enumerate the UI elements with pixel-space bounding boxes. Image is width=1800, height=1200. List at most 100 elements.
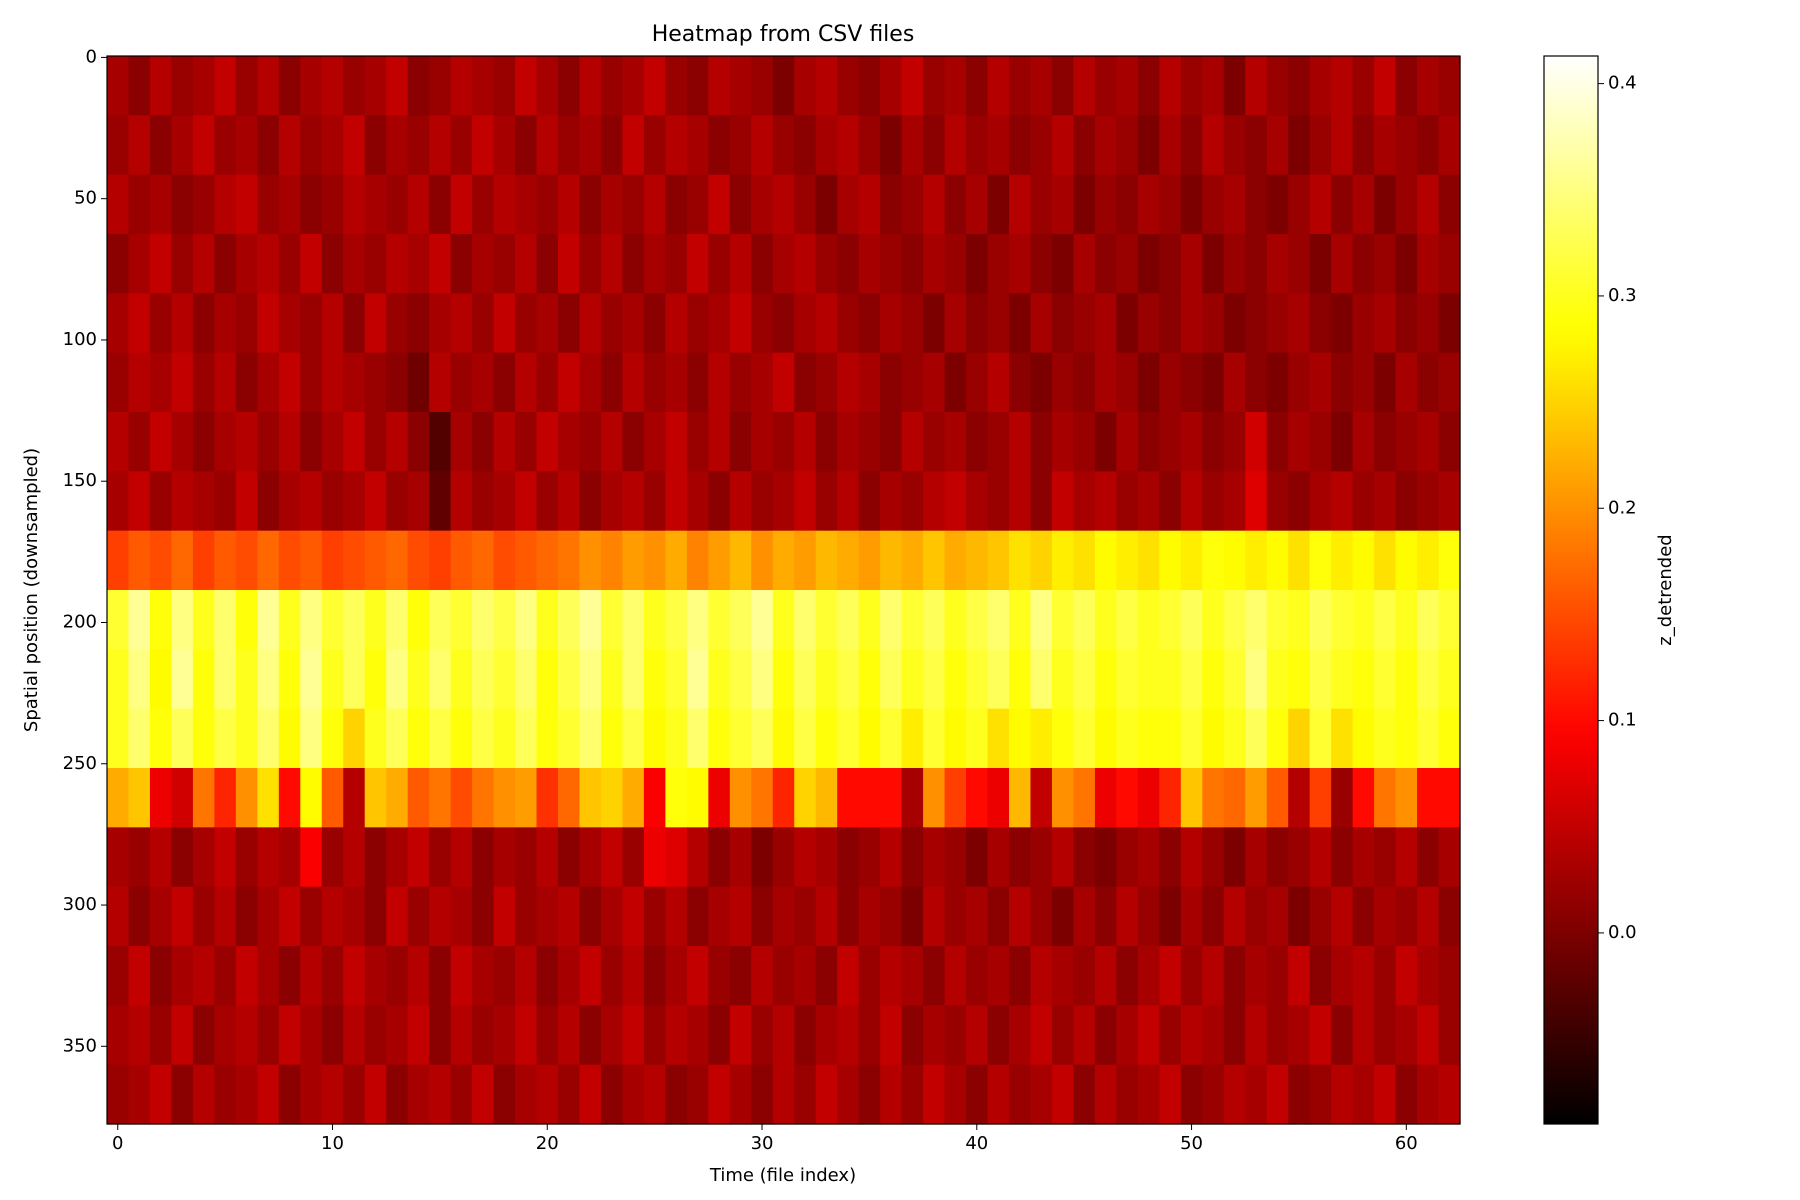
heatmap-cell xyxy=(751,471,774,532)
heatmap-cell xyxy=(966,649,989,710)
heatmap-cell xyxy=(558,352,581,413)
heatmap-cell xyxy=(880,234,903,294)
heatmap-cell xyxy=(880,827,903,888)
heatmap-cell xyxy=(214,827,237,888)
heatmap-cell xyxy=(966,412,989,472)
heatmap-cell xyxy=(450,471,473,532)
heatmap-cell xyxy=(128,708,151,769)
heatmap-cell xyxy=(1309,768,1332,828)
heatmap-cell xyxy=(1180,174,1203,235)
heatmap-cell xyxy=(794,412,817,472)
heatmap-cell xyxy=(407,234,430,294)
heatmap-cell xyxy=(815,1064,838,1125)
heatmap-cell xyxy=(772,946,795,1006)
heatmap-cell xyxy=(1137,56,1160,116)
heatmap-cell xyxy=(794,471,817,532)
heatmap-cell xyxy=(1245,471,1268,532)
heatmap-cell xyxy=(450,293,473,354)
heatmap-cell xyxy=(1288,1064,1311,1125)
heatmap-cell xyxy=(149,1064,173,1125)
heatmap-cell xyxy=(1073,1005,1096,1066)
heatmap-cell xyxy=(1051,649,1075,710)
heatmap-cell xyxy=(643,590,666,650)
heatmap-cell xyxy=(1180,768,1203,828)
heatmap-cell xyxy=(192,471,215,532)
heatmap-cell xyxy=(493,827,516,888)
heatmap-cell xyxy=(343,352,366,413)
heatmap-cell xyxy=(321,1005,344,1066)
x-tick-label: 60 xyxy=(1395,1133,1418,1154)
heatmap-cell xyxy=(1331,768,1354,828)
heatmap-cell xyxy=(1030,115,1053,176)
heatmap-cell xyxy=(1116,768,1139,828)
heatmap-cell xyxy=(1009,56,1032,116)
heatmap-cell xyxy=(1223,471,1246,532)
heatmap-cell xyxy=(1309,471,1332,532)
heatmap-cell xyxy=(600,1064,624,1125)
heatmap-cell xyxy=(192,827,215,888)
heatmap-cell xyxy=(1073,827,1096,888)
heatmap-cell xyxy=(1159,768,1182,828)
heatmap-cell xyxy=(1266,708,1289,769)
heatmap-cell xyxy=(214,886,237,947)
heatmap-cell xyxy=(386,293,409,354)
heatmap-cell xyxy=(1245,115,1268,176)
heatmap-cell xyxy=(192,56,215,116)
heatmap-cell xyxy=(815,649,838,710)
heatmap-cell xyxy=(278,352,301,413)
heatmap-cell xyxy=(772,352,795,413)
heatmap-cell xyxy=(901,1064,924,1125)
heatmap-cell xyxy=(429,530,452,591)
heatmap-cell xyxy=(107,1005,130,1066)
heatmap-cell xyxy=(493,412,516,472)
heatmap-cell xyxy=(1202,1064,1225,1125)
heatmap-cell xyxy=(1030,1064,1053,1125)
heatmap-cell xyxy=(407,293,430,354)
heatmap-cell xyxy=(300,293,323,354)
heatmap-cell xyxy=(472,174,495,235)
heatmap-cell xyxy=(579,886,602,947)
heatmap-cell xyxy=(536,115,559,176)
heatmap-cell xyxy=(1159,530,1182,591)
heatmap-cell xyxy=(643,56,666,116)
heatmap-cell xyxy=(429,412,452,472)
heatmap-cell xyxy=(171,56,194,116)
heatmap-cell xyxy=(1438,768,1461,828)
heatmap-cell xyxy=(536,886,559,947)
heatmap-cell xyxy=(343,471,366,532)
heatmap-cell xyxy=(1438,530,1461,591)
heatmap-cell xyxy=(257,412,280,472)
heatmap-cell xyxy=(1266,1005,1289,1066)
heatmap-cell xyxy=(472,768,495,828)
heatmap-cell xyxy=(1245,234,1268,294)
heatmap-cell xyxy=(1438,56,1461,116)
heatmap-cell xyxy=(815,1005,838,1066)
heatmap-cell xyxy=(1094,590,1117,650)
heatmap-cell xyxy=(1374,471,1397,532)
heatmap-cell xyxy=(966,352,989,413)
heatmap-cell xyxy=(450,590,473,650)
heatmap-cell xyxy=(1417,827,1440,888)
colorbar-tick-label: 0.1 xyxy=(1608,710,1637,731)
heatmap-cell xyxy=(880,708,903,769)
heatmap-cell xyxy=(1159,234,1182,294)
heatmap-cell xyxy=(386,708,409,769)
plot-frame xyxy=(106,55,1461,1125)
heatmap-cell xyxy=(643,1005,666,1066)
heatmap-cell xyxy=(278,708,301,769)
heatmap-cell xyxy=(622,174,645,235)
heatmap-cell xyxy=(600,115,624,176)
heatmap-cell xyxy=(1288,174,1311,235)
heatmap-cell xyxy=(1417,708,1440,769)
heatmap-cell xyxy=(171,293,194,354)
heatmap-cell xyxy=(772,115,795,176)
heatmap-cell xyxy=(300,1064,323,1125)
heatmap-cell xyxy=(815,471,838,532)
heatmap-cell xyxy=(1180,234,1203,294)
heatmap-cell xyxy=(1051,1005,1075,1066)
heatmap-cell xyxy=(665,234,688,294)
heatmap-cell xyxy=(343,174,366,235)
heatmap-cell xyxy=(837,352,860,413)
heatmap-cell xyxy=(149,590,173,650)
heatmap-cell xyxy=(729,590,752,650)
